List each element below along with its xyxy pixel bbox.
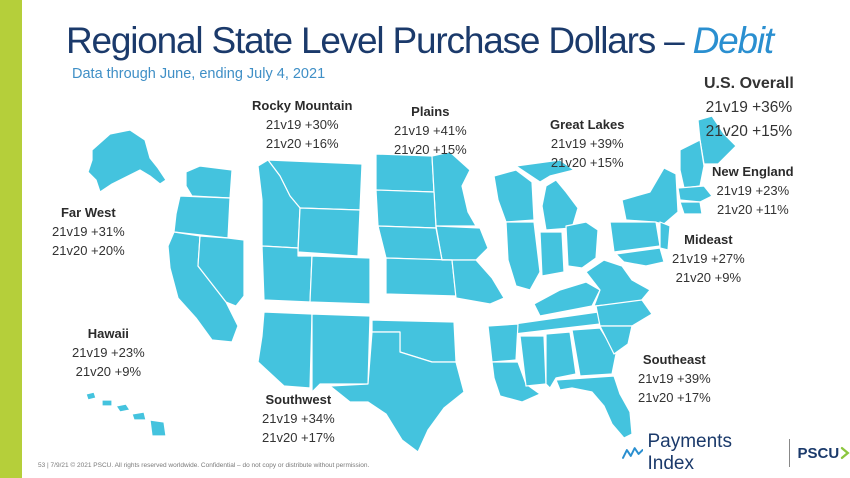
region-v19: 21v19 +34%: [262, 411, 335, 426]
hawaii-shape-3: [115, 403, 131, 413]
south-carolina-shape: [599, 325, 633, 355]
hawaii-shape-5: [149, 419, 167, 437]
south-dakota-shape: [375, 189, 437, 229]
connecticut-ri-shape: [679, 201, 703, 215]
region-name: Southwest: [265, 392, 332, 407]
texas-shape: [329, 331, 465, 453]
colorado-shape: [309, 255, 371, 305]
illinois-shape: [505, 221, 541, 291]
nevada-shape: [197, 235, 245, 307]
ohio-shape: [565, 221, 599, 269]
oregon-shape: [173, 195, 231, 239]
footer-text: 53 | 7/9/21 © 2021 PSCU. All rights rese…: [38, 462, 370, 469]
region-v20: 21v20 +16%: [265, 136, 339, 151]
payments-index-icon: [622, 447, 644, 459]
vermont-nh-shape: [679, 139, 705, 189]
maryland-delaware-shape: [615, 247, 665, 267]
pscu-logo-text: PSCU: [797, 444, 840, 462]
region-v20: 21v20 +15%: [394, 142, 467, 157]
region-name: New England: [712, 164, 794, 179]
michigan-shape: [515, 159, 579, 231]
iowa-shape: [435, 225, 489, 261]
region-mideast: Mideast 21v19 +27% 21v20 +9%: [672, 230, 745, 287]
region-v20: 21v20 +20%: [52, 243, 125, 258]
region-v20: 21v20 +11%: [716, 202, 789, 217]
region-v19: 21v19 +41%: [394, 123, 467, 138]
pscu-arrow-icon: [841, 446, 850, 460]
new-mexico-shape: [311, 313, 371, 393]
kansas-shape: [385, 257, 457, 297]
virginia-wv-shape: [585, 259, 651, 307]
alabama-shape: [545, 331, 577, 389]
region-v20: 21v20 +15%: [550, 155, 624, 170]
region-v20: 21v20 +9%: [75, 364, 142, 379]
region-hawaii: Hawaii 21v19 +23% 21v20 +9%: [72, 324, 145, 381]
washington-shape: [185, 165, 233, 199]
accent-bar: [0, 0, 22, 478]
us-overall-v20: 21v20 +15%: [705, 123, 793, 140]
region-southwest: Southwest 21v19 +34% 21v20 +17%: [262, 390, 335, 447]
payments-index-logo: Payments Index PSCU: [622, 431, 850, 474]
page-subtitle: Data through June, ending July 4, 2021: [72, 66, 326, 82]
region-v19: 21v19 +23%: [716, 183, 790, 198]
region-name: Plains: [411, 104, 450, 119]
minnesota-shape: [431, 151, 477, 227]
wisconsin-shape: [493, 169, 535, 223]
us-overall-v19: 21v19 +36%: [705, 99, 793, 116]
north-carolina-shape: [595, 299, 653, 327]
region-v20: 21v20 +17%: [262, 430, 335, 445]
new-jersey-shape: [659, 221, 671, 251]
region-v19: 21v19 +31%: [52, 224, 125, 239]
florida-shape: [555, 375, 633, 439]
page-title: Regional State Level Purchase Dollars – …: [66, 20, 775, 62]
north-dakota-shape: [375, 153, 435, 193]
region-southeast: Southeast 21v19 +39% 21v20 +17%: [638, 350, 711, 407]
alaska-shape: [87, 129, 167, 193]
massachusetts-shape: [677, 185, 713, 203]
region-v19: 21v19 +30%: [265, 117, 339, 132]
region-v19: 21v19 +27%: [672, 251, 745, 266]
region-new-england: New England 21v19 +23% 21v20 +11%: [712, 162, 794, 219]
payments-index-label: Payments Index: [647, 431, 732, 474]
hawaii-shape-2: [101, 399, 113, 407]
region-name: Great Lakes: [550, 117, 625, 132]
nebraska-shape: [377, 225, 443, 261]
new-york-shape: [621, 167, 679, 225]
region-v19: 21v19 +39%: [638, 371, 711, 386]
arizona-shape: [257, 311, 313, 389]
region-name: Mideast: [684, 232, 733, 247]
kentucky-shape: [533, 281, 601, 317]
missouri-shape: [441, 259, 505, 305]
utah-shape: [261, 245, 313, 303]
region-far-west: Far West 21v19 +31% 21v20 +20%: [52, 203, 125, 260]
georgia-shape: [571, 327, 617, 377]
region-rocky-mountain: Rocky Mountain 21v19 +30% 21v20 +16%: [252, 96, 352, 153]
title-highlight: Debit: [692, 20, 775, 61]
hawaii-shape-1: [85, 391, 97, 401]
pennsylvania-shape: [609, 221, 661, 253]
us-overall: U.S. Overall 21v19 +36% 21v20 +15%: [704, 72, 794, 144]
wyoming-shape: [297, 207, 361, 257]
region-v20: 21v20 +17%: [638, 390, 711, 405]
title-main: Regional State Level Purchase Dollars –: [66, 20, 685, 61]
arkansas-shape: [487, 323, 519, 363]
region-name: Hawaii: [87, 326, 129, 341]
region-name: Southeast: [642, 352, 706, 367]
logo-divider: [788, 439, 790, 467]
region-great-lakes: Great Lakes 21v19 +39% 21v20 +15%: [550, 115, 624, 172]
louisiana-shape: [491, 361, 541, 403]
us-overall-name: U.S. Overall: [704, 75, 794, 92]
hawaii-shape-4: [131, 411, 147, 421]
indiana-shape: [539, 231, 565, 277]
region-v19: 21v19 +39%: [550, 136, 624, 151]
region-v20: 21v20 +9%: [675, 270, 742, 285]
region-name: Rocky Mountain: [252, 98, 353, 113]
region-v19: 21v19 +23%: [72, 345, 145, 360]
region-plains: Plains 21v19 +41% 21v20 +15%: [394, 102, 467, 159]
region-name: Far West: [60, 205, 116, 220]
